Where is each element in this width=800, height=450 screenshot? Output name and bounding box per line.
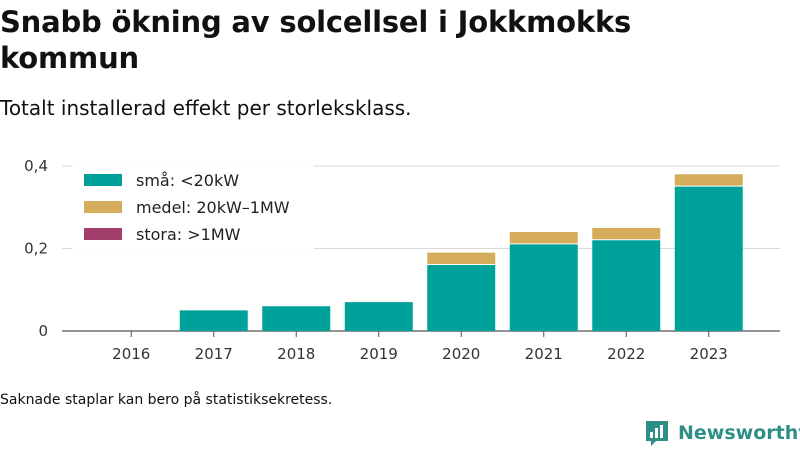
x-tick-label: 2019 [360, 345, 398, 363]
legend-item: små: <20kW [84, 171, 239, 190]
x-tick-label: 2022 [607, 345, 645, 363]
brand-logo: Newsworthy [644, 418, 800, 448]
bar-segment [179, 310, 248, 331]
bar-segment [262, 306, 331, 331]
y-tick-labels: 0 0,2 0,4 [24, 157, 48, 340]
x-tick-label: 2023 [690, 345, 728, 363]
bar-segment [674, 186, 743, 331]
legend-swatch [84, 228, 122, 240]
legend-item: stora: >1MW [84, 225, 241, 244]
chart-subtitle: Totalt installerad effekt per storlekskl… [0, 96, 412, 120]
footnote: Saknade staplar kan bero på statistiksek… [0, 392, 333, 408]
newsworthy-logo-icon [646, 421, 668, 446]
legend-label: små: <20kW [136, 171, 239, 190]
bars [179, 174, 743, 331]
y-tick-label: 0,4 [24, 157, 48, 175]
brand-name: Newsworthy [678, 422, 800, 444]
x-tick-labels: 2016 2017 2018 2019 2020 2021 2022 2023 [112, 331, 728, 363]
legend-swatch [84, 201, 122, 213]
bar-segment [509, 244, 578, 331]
x-tick-label: 2021 [525, 345, 563, 363]
bar-segment [674, 174, 743, 186]
y-tick-label: 0 [38, 322, 48, 340]
stacked-bar-chart: 0 0,2 0,4 2016 2017 2018 2019 2020 2021 2022 2023… [24, 157, 780, 363]
bar-segment [427, 252, 496, 264]
bar-segment [344, 302, 413, 331]
legend-swatch [84, 174, 122, 186]
legend-label: stora: >1MW [136, 225, 241, 244]
x-tick-label: 2016 [112, 345, 150, 363]
y-tick-label: 0,2 [24, 240, 48, 258]
legend: små: <20kW medel: 20kW–1MW stora: >1MW [72, 164, 314, 250]
x-tick-label: 2020 [442, 345, 480, 363]
legend-item: medel: 20kW–1MW [84, 198, 290, 217]
bar-segment [592, 227, 661, 240]
bar-segment [509, 232, 578, 244]
x-tick-label: 2017 [195, 345, 233, 363]
legend-label: medel: 20kW–1MW [136, 198, 290, 217]
bar-segment [592, 240, 661, 331]
chart-title: Snabb ökning av solcellsel i Jokkmokks k… [0, 5, 632, 75]
bar-segment [427, 265, 496, 331]
x-tick-label: 2018 [277, 345, 315, 363]
